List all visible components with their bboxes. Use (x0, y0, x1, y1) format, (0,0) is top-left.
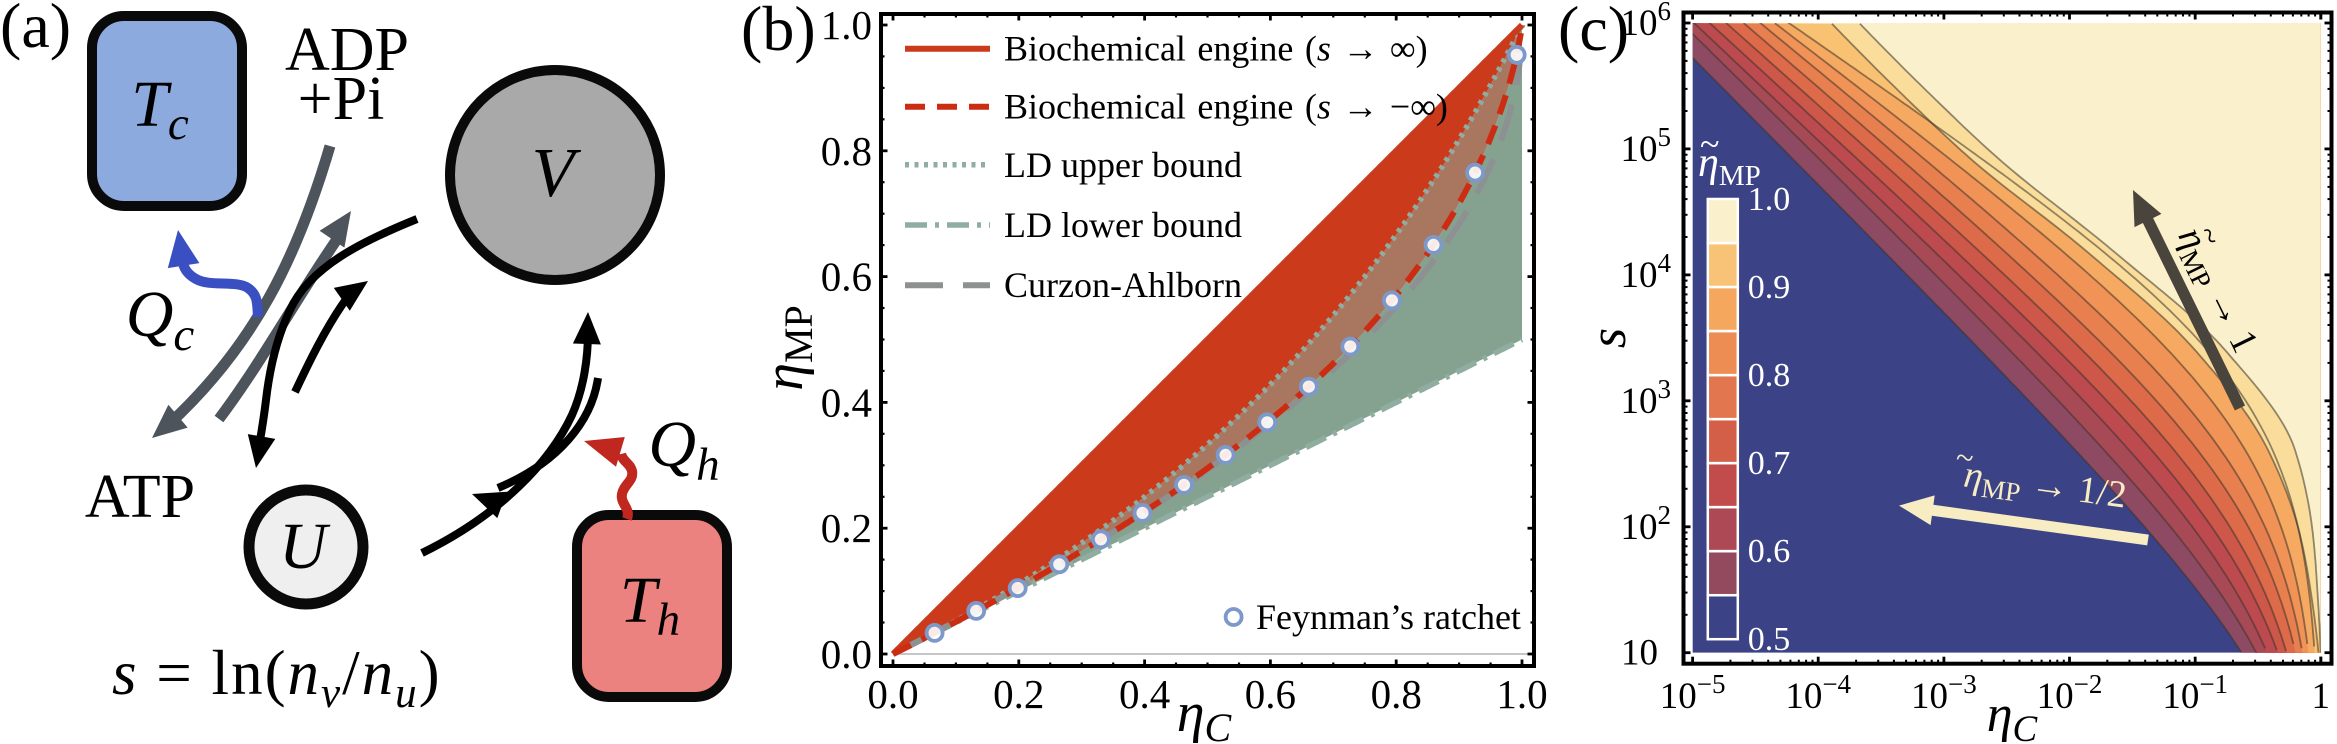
svg-text:ηMP: ηMP (753, 305, 821, 391)
svg-text:Tc: Tc (131, 68, 189, 150)
svg-text:Biochemical engine (s → ∞): Biochemical engine (s → ∞) (1004, 29, 1428, 69)
svg-text:U: U (279, 510, 331, 583)
svg-text:~: ~ (1700, 124, 1719, 164)
svg-text:104: 104 (1621, 248, 1672, 296)
svg-text:ADP: ADP (285, 16, 409, 84)
svg-text:10−1: 10−1 (2162, 669, 2228, 717)
svg-text:Biochemical engine (s → −∞): Biochemical engine (s → −∞) (1004, 87, 1448, 127)
svg-text:LD upper bound: LD upper bound (1004, 145, 1242, 185)
svg-text:0.7: 0.7 (1748, 445, 1791, 482)
svg-text:1: 1 (2312, 676, 2331, 717)
svg-text:V: V (532, 135, 582, 212)
svg-text:105: 105 (1621, 122, 1672, 170)
svg-text:0.4: 0.4 (1119, 671, 1170, 717)
svg-text:10−4: 10−4 (1785, 669, 1851, 717)
svg-text:ATP: ATP (85, 463, 195, 531)
svg-text:+Pi: +Pi (298, 65, 385, 133)
svg-text:102: 102 (1621, 500, 1672, 548)
svg-text:0.0: 0.0 (821, 631, 872, 677)
svg-text:10: 10 (1621, 633, 1658, 674)
svg-text:0.6: 0.6 (1748, 533, 1791, 570)
svg-text:0.6: 0.6 (1245, 671, 1296, 717)
svg-text:Qc: Qc (126, 278, 195, 361)
svg-text:(c): (c) (1558, 0, 1629, 64)
svg-text:10−5: 10−5 (1660, 669, 1726, 717)
svg-text:0.2: 0.2 (993, 671, 1044, 717)
svg-text:0.4: 0.4 (821, 379, 872, 425)
svg-text:1.0: 1.0 (1748, 181, 1791, 218)
svg-text:(b): (b) (741, 0, 816, 64)
svg-text:Curzon-Ahlborn: Curzon-Ahlborn (1004, 265, 1242, 305)
svg-text:(a): (a) (0, 0, 71, 61)
svg-text:ηC: ηC (1177, 682, 1233, 744)
svg-text:0.5: 0.5 (1748, 621, 1791, 658)
svg-text:0.9: 0.9 (1748, 269, 1791, 306)
svg-text:0.6: 0.6 (821, 254, 872, 300)
svg-text:s: s (1580, 328, 1637, 348)
svg-text:ηC: ηC (1987, 686, 2039, 744)
svg-text:s = ln(nv/nu): s = ln(nv/nu) (112, 638, 442, 717)
svg-text:0.8: 0.8 (1748, 357, 1791, 394)
svg-text:1.0: 1.0 (1496, 671, 1547, 717)
svg-text:10−2: 10−2 (2037, 669, 2103, 717)
svg-text:1.0: 1.0 (821, 2, 872, 48)
svg-text:103: 103 (1621, 374, 1672, 422)
svg-text:0.8: 0.8 (821, 128, 872, 174)
svg-text:Feynman’s ratchet: Feynman’s ratchet (1256, 597, 1521, 637)
svg-text:LD lower bound: LD lower bound (1004, 205, 1242, 245)
svg-text:10−3: 10−3 (1911, 669, 1977, 717)
svg-text:0.8: 0.8 (1371, 671, 1422, 717)
svg-text:0.2: 0.2 (821, 505, 872, 551)
svg-text:~: ~ (1954, 438, 1976, 476)
svg-text:Qh: Qh (648, 408, 719, 491)
svg-text:0.0: 0.0 (867, 671, 918, 717)
